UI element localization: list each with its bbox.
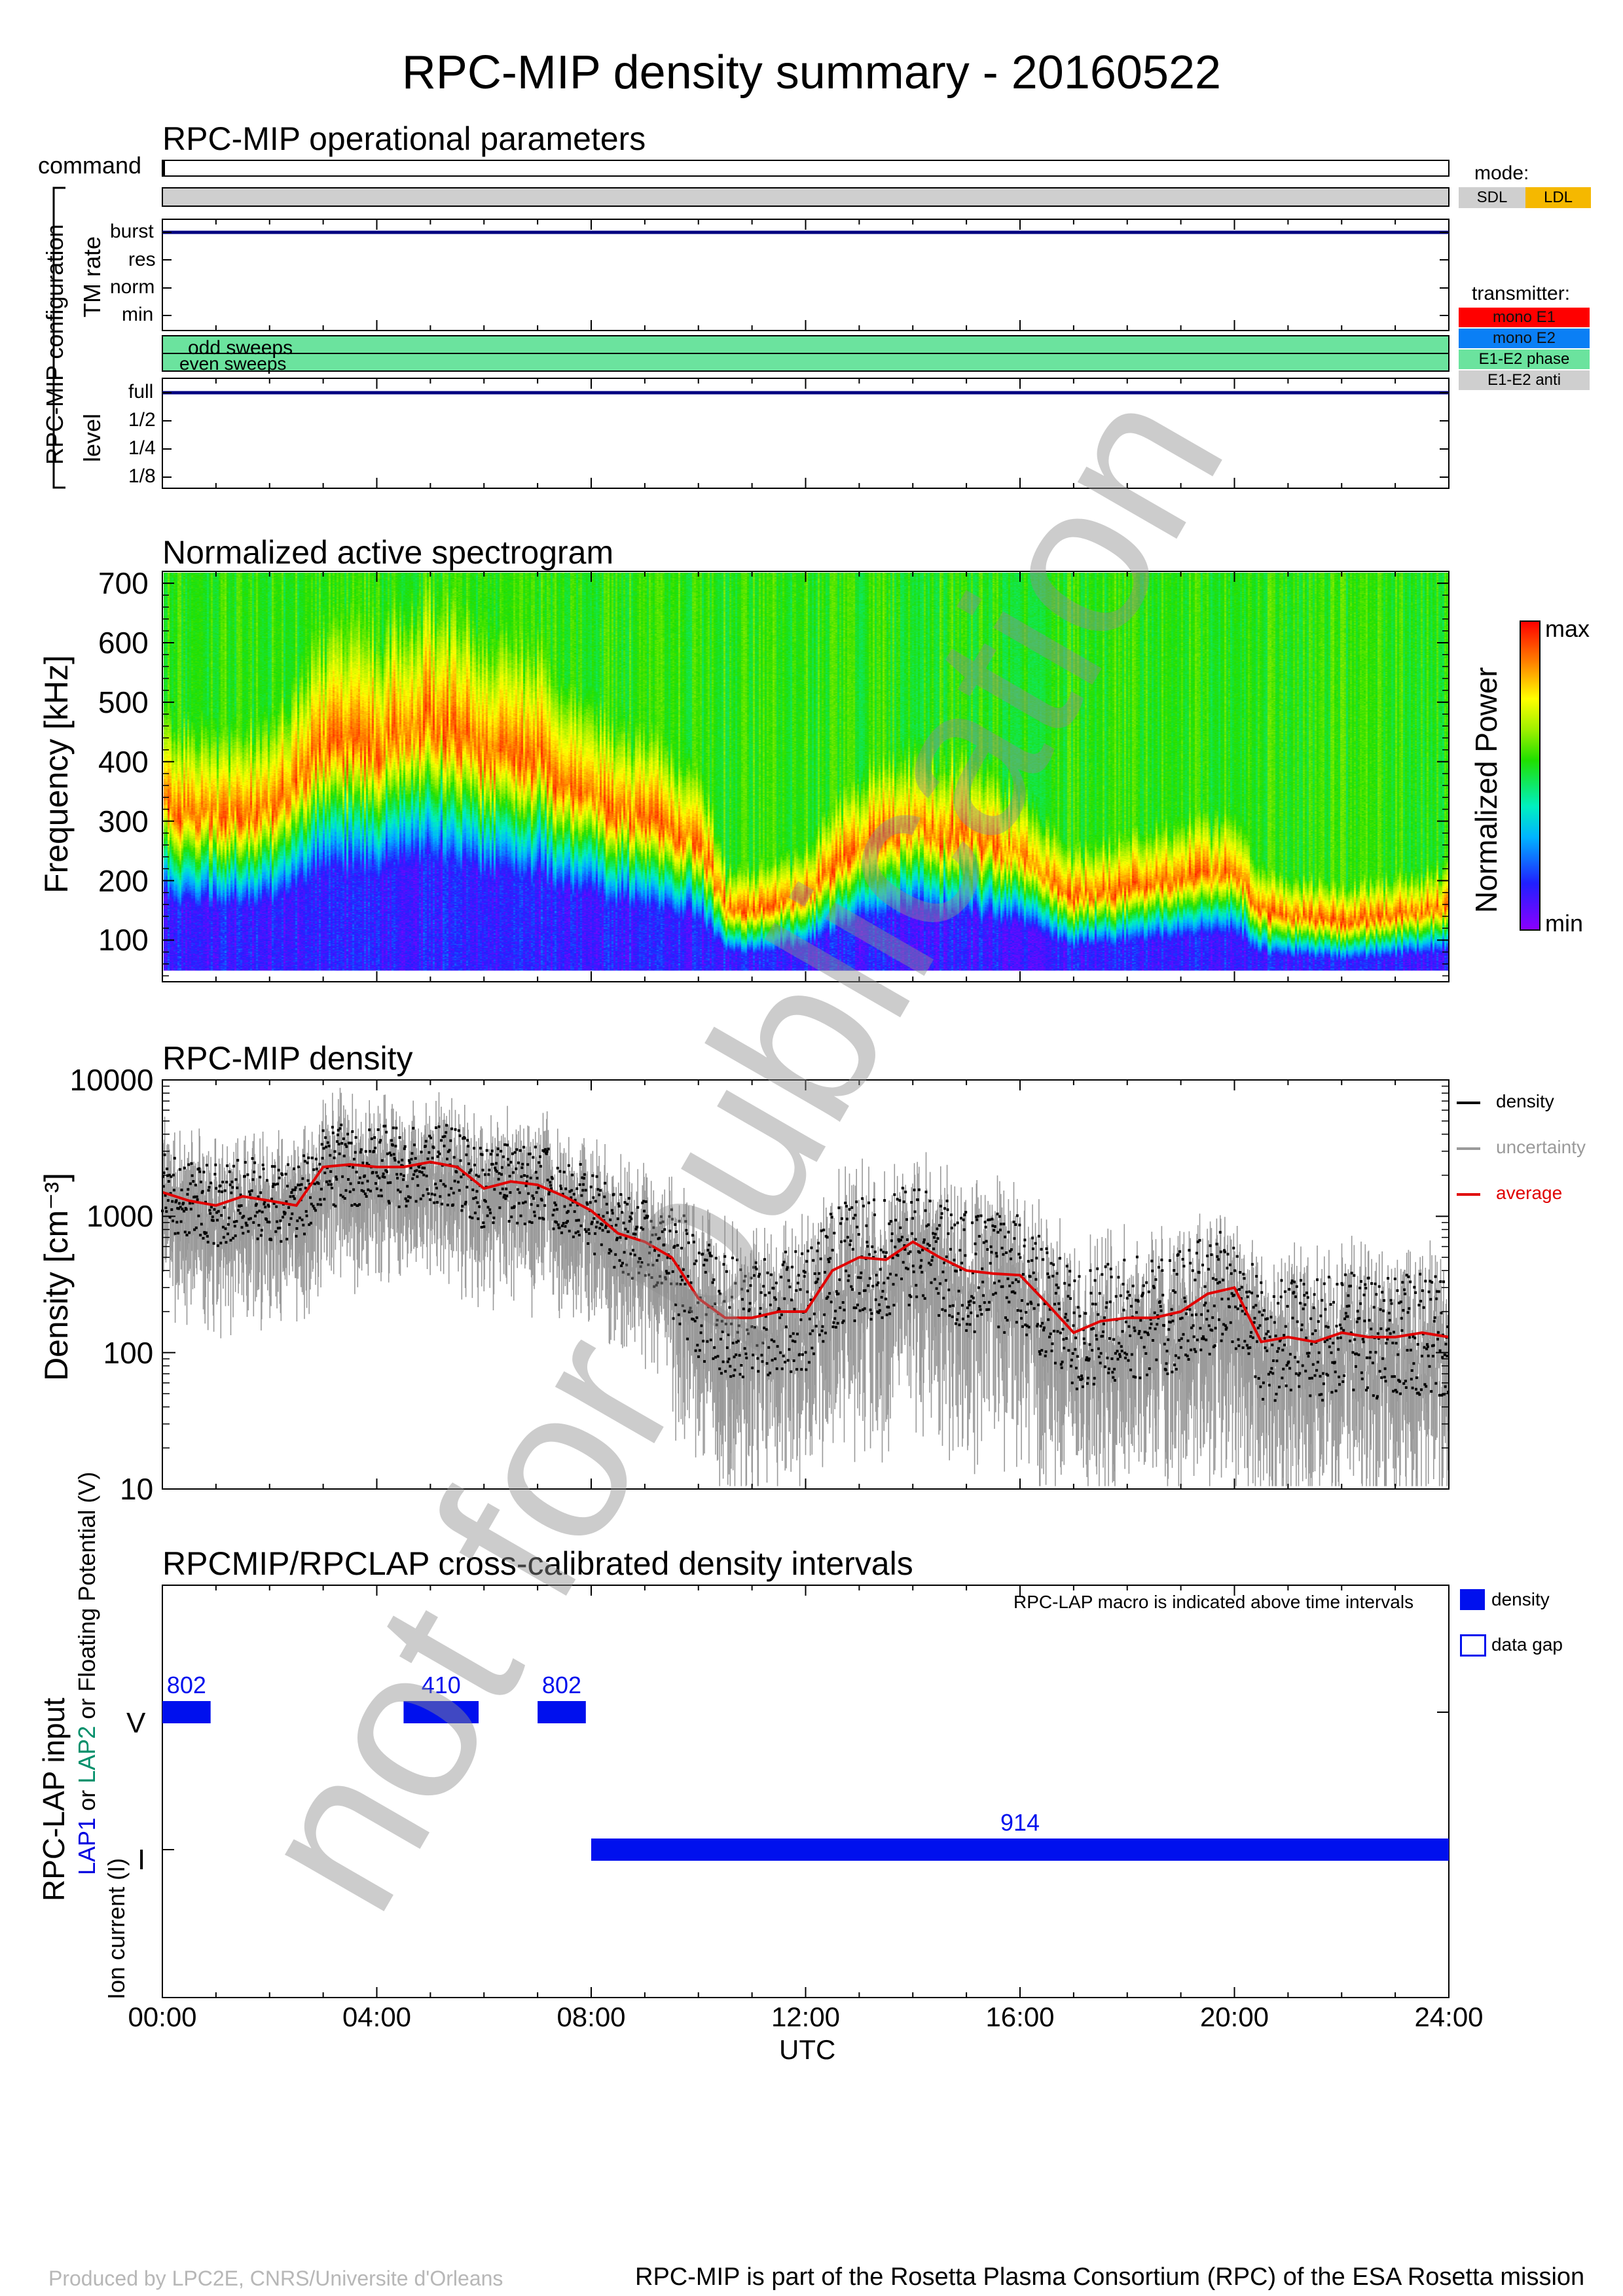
spectrogram-axes <box>162 571 1450 982</box>
mode-ldl: LDL <box>1525 187 1591 208</box>
density-legend-swatches <box>1457 1102 1480 1196</box>
mode-sdl: SDL <box>1459 187 1525 208</box>
spectrogram-image <box>164 573 1448 981</box>
lap-plot <box>162 1585 1450 1998</box>
lap-row-v: V <box>126 1707 146 1739</box>
lap-legend-gap: data gap <box>1491 1634 1563 1655</box>
transmitter-mono-e2: mono E2 <box>1459 329 1590 348</box>
x-tick-label: 24:00 <box>1414 2001 1484 2032</box>
footer-right: RPC-MIP is part of the Rosetta Plasma Co… <box>635 2263 1585 2291</box>
dens-y-tick-label: 100 <box>103 1335 154 1370</box>
tm-level-min: min <box>122 304 154 325</box>
lap1-label: LAP1 <box>73 1817 100 1875</box>
footer-left: Produced by LPC2E, CNRS/Universite d'Orl… <box>48 2267 503 2290</box>
colorbar <box>1520 620 1541 931</box>
x-tick-label: 04:00 <box>342 2001 412 2032</box>
average-line <box>162 1160 1450 1344</box>
tm-level-burst: burst <box>110 221 154 242</box>
colorbar-max: max <box>1545 615 1590 642</box>
dens-y-tick-label: 1000 <box>86 1199 154 1234</box>
lap-legend-gap-swatch <box>1460 1634 1486 1657</box>
spec-y-tick-label: 200 <box>98 863 149 898</box>
dens-y-tick-label: 10 <box>120 1472 154 1506</box>
lap-row-i: I <box>137 1844 146 1876</box>
density-plot <box>161 1079 1450 1490</box>
x-tick-label: 20:00 <box>1199 2001 1269 2032</box>
spec-y-tick-label: 300 <box>98 804 149 838</box>
level-full: full <box>128 381 154 403</box>
config-bracket <box>52 187 65 489</box>
ops-panel-title: RPC-MIP operational parameters <box>162 120 646 157</box>
transmitter-legend-title: transmitter: <box>1472 283 1571 304</box>
lap-ylabel-ion: Ion current (I) <box>103 1857 130 2000</box>
x-axis-label: UTC <box>779 2034 836 2065</box>
lap-interval-bar <box>538 1701 586 1723</box>
lap-legend-density: density <box>1491 1589 1550 1609</box>
transmitter-phase: E1-E2 phase <box>1459 350 1590 369</box>
lap-interval-bar <box>162 1701 211 1723</box>
command-label: command <box>38 152 142 179</box>
level-eighth: 1/8 <box>128 465 156 487</box>
x-tick-label: 00:00 <box>128 2001 197 2032</box>
x-tick-label: 16:00 <box>985 2001 1055 2032</box>
transmitter-mono-e1: mono E1 <box>1459 308 1590 327</box>
transmitter-anti: E1-E2 anti <box>1459 370 1590 390</box>
even-sweeps-label: even sweeps <box>179 353 287 374</box>
lap-macro-label: 410 <box>421 1672 461 1698</box>
mode-bar <box>162 187 1450 207</box>
lap-float-label: or Floating Potential (V) <box>73 1471 100 1719</box>
lap-macro-label: 914 <box>1000 1809 1040 1836</box>
x-tick-label: 12:00 <box>771 2001 841 2032</box>
lap-frame <box>162 1585 1450 1998</box>
lap-legend-density-swatch <box>1460 1589 1485 1610</box>
level-half: 1/2 <box>128 409 156 431</box>
lap-title: RPCMIP/RPCLAP cross-calibrated density i… <box>162 1545 913 1582</box>
mode-legend-title: mode: <box>1474 162 1529 184</box>
odd-sweeps-label: odd sweeps <box>188 337 293 359</box>
level-quarter: 1/4 <box>128 437 156 459</box>
tm-level-norm: norm <box>110 276 155 298</box>
lap-note: RPC-LAP macro is indicated above time in… <box>1013 1592 1414 1612</box>
spec-y-tick-label: 600 <box>98 626 149 660</box>
tm-level-res: res <box>128 249 156 270</box>
even-sweeps-bar <box>162 353 1450 372</box>
legend-uncertainty: uncertainty <box>1496 1137 1586 1157</box>
x-tick-label: 08:00 <box>556 2001 626 2032</box>
spec-y-tick-label: 500 <box>98 685 149 719</box>
main-title: RPC-MIP density summary - 20160522 <box>401 46 1222 99</box>
colorbar-min: min <box>1545 910 1584 937</box>
lap-macro-label: 802 <box>166 1672 206 1698</box>
spec-y-tick-label: 700 <box>98 566 149 601</box>
lap-ylabel-main: RPC-LAP input <box>37 1697 71 1901</box>
lap-or-label: or <box>73 1789 100 1811</box>
lap-macro-label: 802 <box>541 1672 581 1698</box>
ops-panel <box>52 160 1450 489</box>
lap-ylabel-lap: LAP1 or LAP2 or Floating Potential (V) <box>73 1472 101 1875</box>
spec-y-tick-label: 400 <box>98 744 149 779</box>
density-title: RPC-MIP density <box>162 1040 413 1077</box>
lap-interval-bar <box>403 1701 479 1723</box>
spec-y-tick-label: 100 <box>98 923 149 958</box>
legend-density: density <box>1496 1091 1554 1111</box>
spectrogram-title: Normalized active spectrogram <box>162 534 614 571</box>
lap-interval-bar <box>591 1839 1449 1861</box>
command-marker <box>162 160 165 176</box>
dens-y-tick-label: 10000 <box>69 1063 154 1097</box>
legend-average: average <box>1496 1183 1563 1203</box>
lap2-label: LAP2 <box>73 1725 100 1784</box>
